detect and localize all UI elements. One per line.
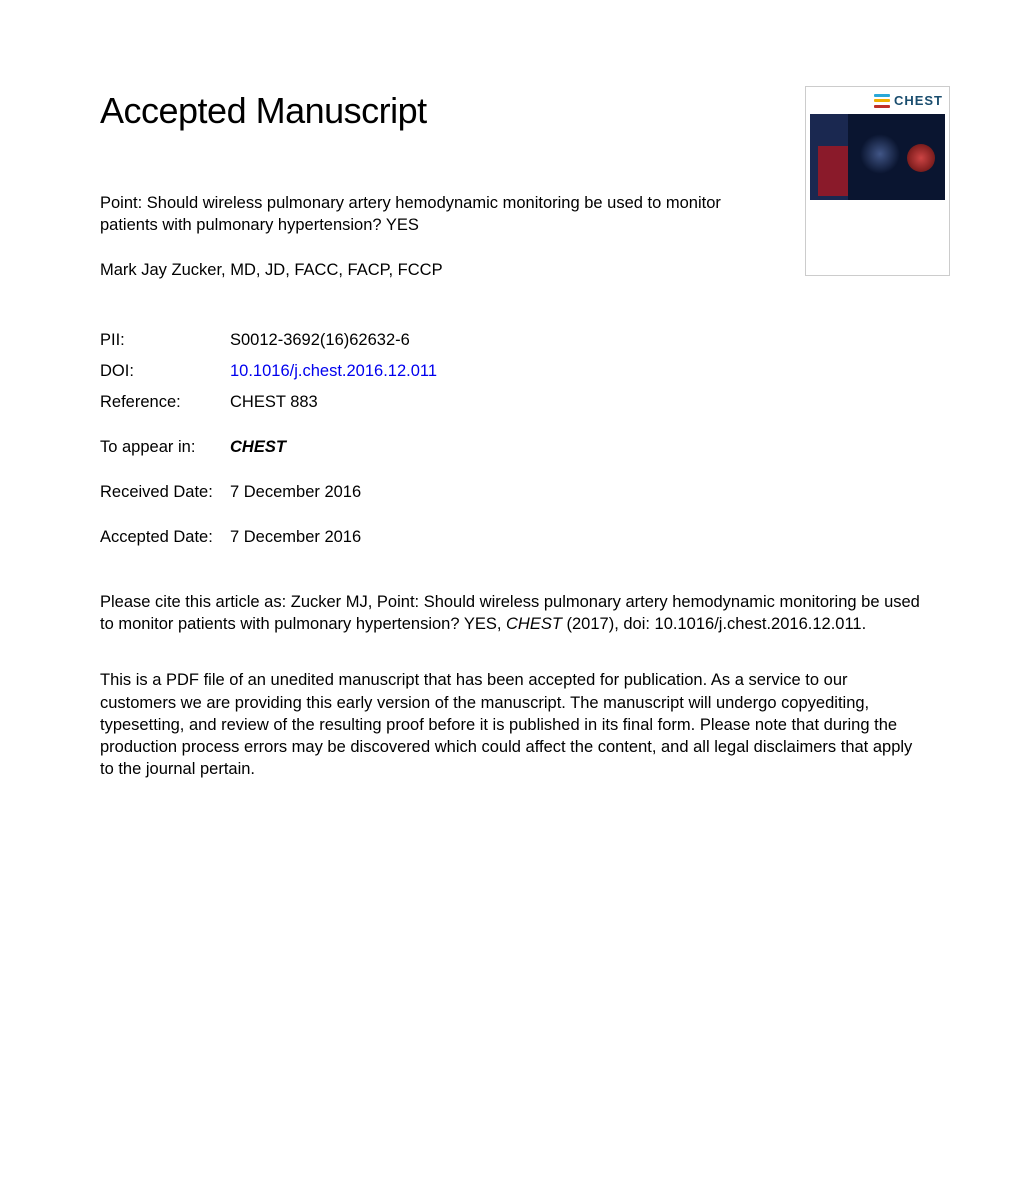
journal-cover-thumbnail: CHEST [805,86,950,276]
meta-label: Accepted Date: [100,522,230,553]
metadata-table: PII: S0012-3692(16)62632-6 DOI: 10.1016/… [100,325,437,553]
journal-logo-row: CHEST [806,87,949,112]
meta-label: Reference: [100,387,230,418]
meta-value: CHEST [230,432,437,463]
page-heading: Accepted Manuscript [100,90,925,132]
logo-stripe [874,99,890,102]
citation-journal: CHEST [506,615,562,633]
meta-row-received: Received Date: 7 December 2016 [100,477,437,508]
meta-label: Received Date: [100,477,230,508]
chest-logo-icon [874,94,890,108]
logo-stripe [874,94,890,97]
meta-row-pii: PII: S0012-3692(16)62632-6 [100,325,437,356]
logo-stripe [874,105,890,108]
meta-value: 10.1016/j.chest.2016.12.011 [230,356,437,387]
citation-text: Please cite this article as: Zucker MJ, … [100,591,925,636]
meta-value: 7 December 2016 [230,522,437,553]
meta-row-appear: To appear in: CHEST [100,432,437,463]
meta-value: S0012-3692(16)62632-6 [230,325,437,356]
meta-value: CHEST 883 [230,387,437,418]
journal-cover-image [810,114,945,200]
meta-row-doi: DOI: 10.1016/j.chest.2016.12.011 [100,356,437,387]
meta-label: PII: [100,325,230,356]
meta-label: To appear in: [100,432,230,463]
journal-logo-text: CHEST [894,93,943,108]
article-authors: Mark Jay Zucker, MD, JD, FACC, FACP, FCC… [100,259,925,281]
journal-name-italic: CHEST [230,438,286,456]
citation-suffix: (2017), doi: 10.1016/j.chest.2016.12.011… [562,615,866,633]
doi-link[interactable]: 10.1016/j.chest.2016.12.011 [230,362,437,380]
meta-value: 7 December 2016 [230,477,437,508]
meta-row-reference: Reference: CHEST 883 [100,387,437,418]
journal-cover-accent [818,146,848,196]
meta-row-accepted: Accepted Date: 7 December 2016 [100,522,437,553]
disclaimer-text: This is a PDF file of an unedited manusc… [100,669,925,780]
meta-label: DOI: [100,356,230,387]
article-title: Point: Should wireless pulmonary artery … [100,192,740,237]
